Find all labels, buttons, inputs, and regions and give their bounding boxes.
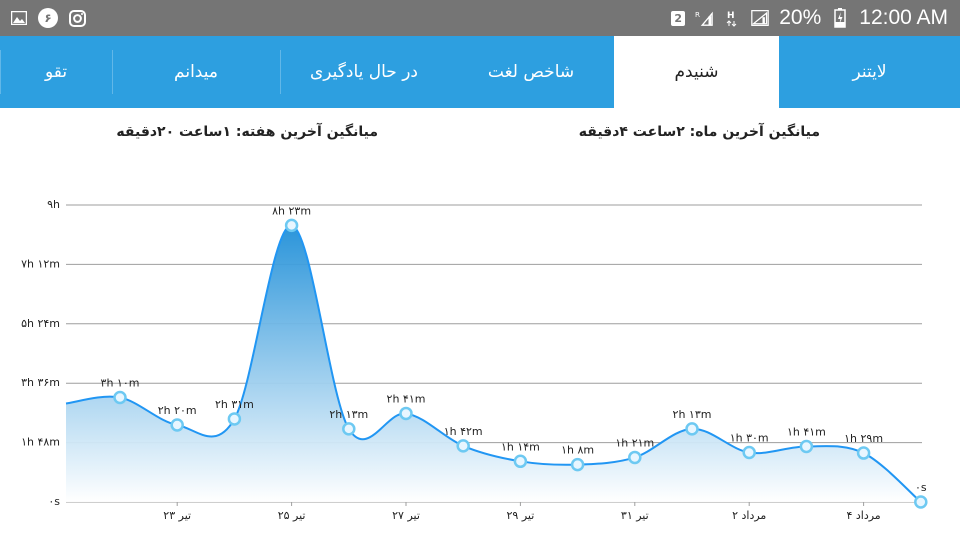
signal-icon (751, 9, 770, 27)
x-tick-label: ۲۳ تیر (163, 509, 191, 522)
data-point (628, 450, 642, 465)
y-tick-label: ۷h ۱۲m (21, 257, 60, 270)
battery-percent: 20% (779, 6, 822, 29)
sim-slot-badge: 2 (671, 10, 686, 26)
tab-bar: لایتنر شنیدم شاخص لغت در حال یادگیری مید… (0, 36, 960, 108)
chart-svg: ۰s ۱h ۴۸m ۳h ۳۶m ۵h ۲۴m ۷h ۱۲m ۹h ۲۳ تیر ۲۵ تیر… (21, 198, 928, 522)
data-point (742, 445, 756, 460)
status-bar: ۶ 2 R H 20% 12:00 AM (0, 0, 960, 36)
tab-known[interactable]: میدانم (112, 36, 280, 108)
network-h-label: H (727, 11, 735, 21)
data-label: ۲h ۴۱m (387, 392, 426, 405)
data-point (170, 418, 184, 432)
month-average: میانگین آخرین ماه: ۲ساعت ۴دقیقه (578, 124, 820, 140)
status-right: 2 R H 20% 12:00 AM (671, 6, 948, 30)
data-label: ۳h ۱۰m (101, 377, 140, 390)
data-point (113, 390, 127, 405)
data-label: ۸h ۲۳m (272, 204, 311, 217)
data-point (685, 422, 699, 436)
x-tick-label: ۲۷ تیر (392, 509, 420, 522)
data-point (399, 406, 413, 421)
x-tick-label: ۴ مرداد (846, 509, 880, 522)
tab-heard[interactable]: شنیدم (614, 36, 779, 108)
data-point (227, 412, 242, 426)
data-label: ۱h ۳۰m (730, 432, 769, 445)
x-tick-label: ۳۱ تیر (621, 509, 649, 522)
data-label: ۱h ۸m (561, 444, 594, 457)
x-tick-label: ۲ مرداد (732, 509, 766, 522)
summary-row: میانگین آخرین ماه: ۲ساعت ۴دقیقه میانگین … (0, 124, 960, 148)
notification-badge: ۶ (38, 8, 58, 28)
data-label: ۱h ۲۱m (615, 436, 654, 449)
clock: 12:00 AM (859, 6, 948, 29)
network-r-label: R (695, 10, 700, 19)
data-point (513, 454, 528, 469)
y-tick-label: ۵h ۲۴m (21, 317, 60, 330)
tab-partial[interactable]: تقو (0, 36, 112, 108)
y-tick-label: ۱h ۴۸m (21, 436, 60, 449)
week-average: میانگین آخرین هفته: ۱ساعت ۲۰دقیقه (116, 124, 378, 140)
y-tick-label: ۰s (48, 495, 60, 508)
data-point (799, 439, 814, 454)
gallery-icon (10, 9, 28, 27)
data-label: ۰s (915, 481, 927, 494)
x-tick-label: ۲۵ تیر (278, 509, 306, 522)
status-left: ۶ (10, 8, 86, 28)
data-point (342, 422, 356, 436)
instagram-icon (68, 9, 86, 27)
data-label: ۱h ۴۲m (444, 425, 483, 438)
data-label: ۱h ۱۴m (501, 440, 540, 453)
series-area (66, 225, 921, 503)
data-label: ۲h ۳۱m (215, 398, 254, 411)
data-h-icon: H (723, 9, 741, 27)
tab-learning[interactable]: در حال یادگیری (280, 36, 448, 108)
data-label: ۲h ۱۳m (329, 408, 368, 421)
signal-roaming-icon: R (695, 9, 714, 27)
data-label: ۲h ۱۳m (673, 408, 712, 421)
data-label: ۱h ۴۱m (787, 425, 826, 438)
data-point (456, 439, 470, 453)
y-tick-label: ۹h (47, 198, 60, 211)
data-point (284, 218, 299, 233)
tab-word-index[interactable]: شاخص لغت (487, 62, 575, 82)
usage-chart: ۰s ۱h ۴۸m ۳h ۳۶m ۵h ۲۴m ۷h ۱۲m ۹h ۲۳ تیر ۲۵ تیر… (0, 176, 960, 540)
data-point (570, 457, 585, 472)
y-tick-label: ۳h ۳۶m (21, 376, 60, 389)
battery-charging-icon (831, 8, 849, 28)
data-point (914, 495, 928, 509)
data-point (856, 446, 871, 460)
x-tick-label: ۲۹ تیر (507, 509, 535, 522)
tab-leitner[interactable]: لایتنر (852, 62, 887, 82)
data-label: ۱h ۲۹m (844, 432, 883, 445)
data-label: ۲h ۲۰m (158, 404, 197, 417)
